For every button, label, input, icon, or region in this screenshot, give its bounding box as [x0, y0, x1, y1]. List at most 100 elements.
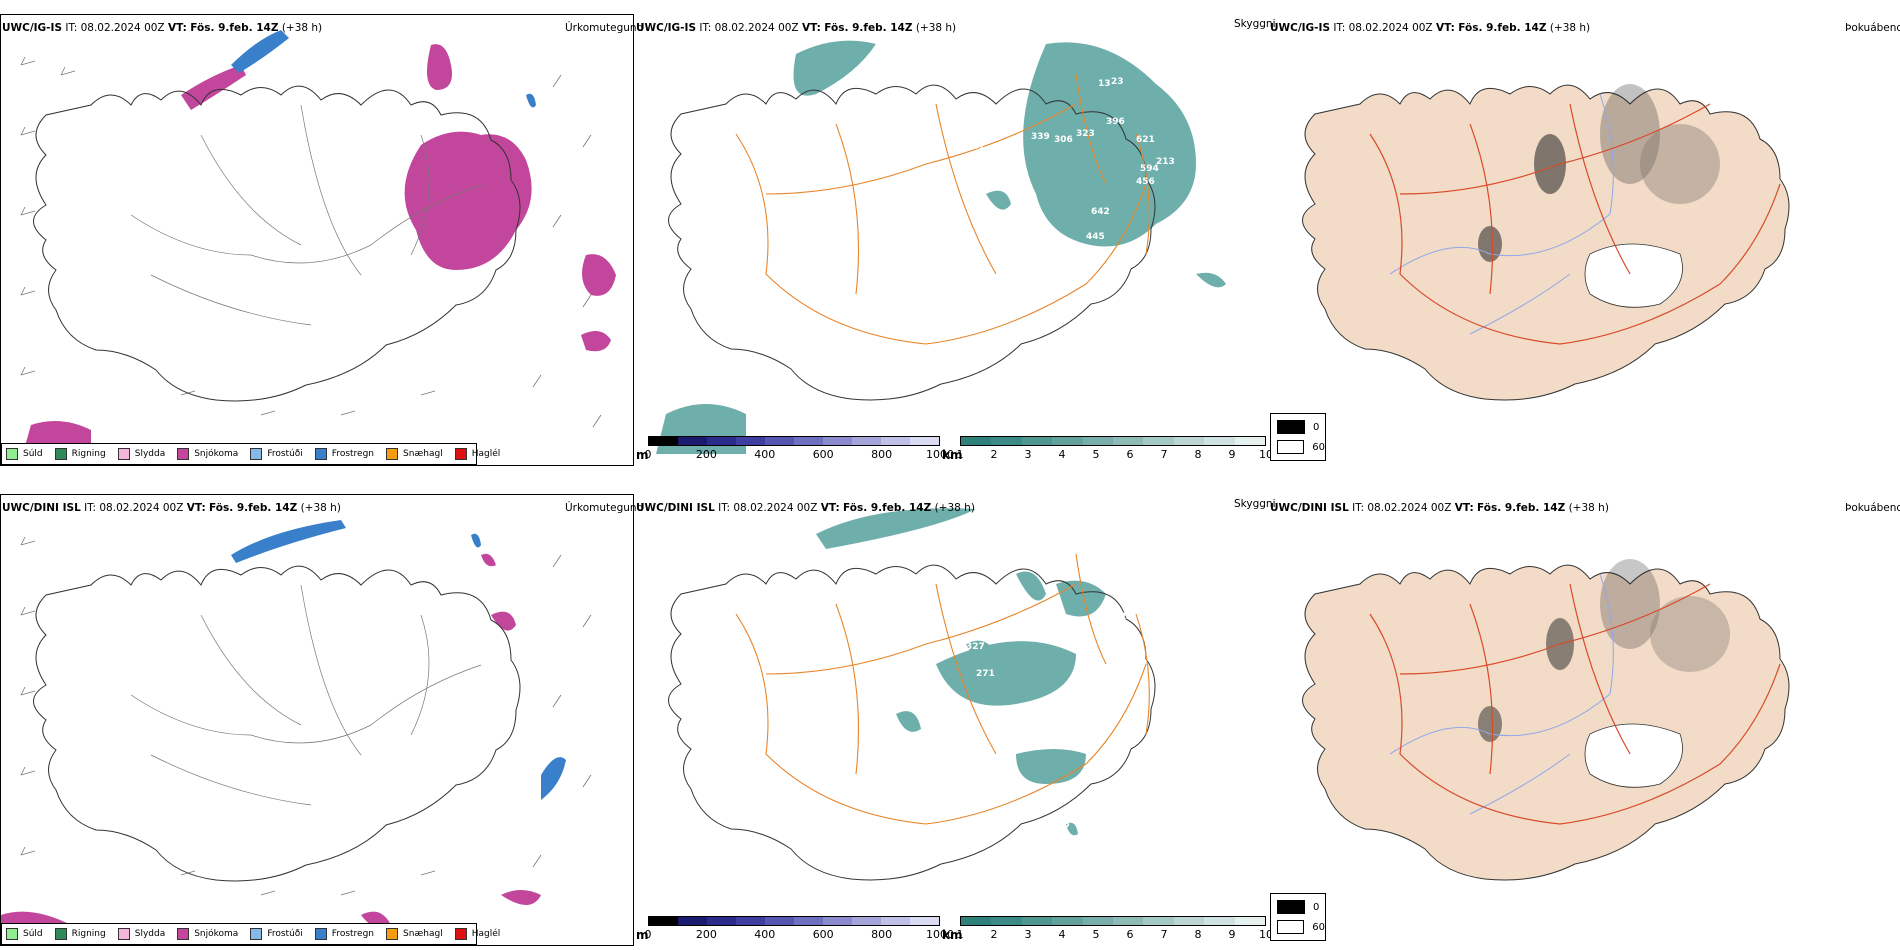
cloud-base-label: 120 — [1114, 612, 1133, 622]
road-lines — [735, 73, 1150, 345]
legend-swatch — [6, 928, 18, 940]
colorbar-swatch — [794, 917, 823, 925]
cloud-title-top: Skyggni — [1234, 18, 1276, 30]
precip-legend-item: Snæhagl — [386, 928, 443, 940]
colorbar-tick-label: 600 — [812, 448, 834, 461]
land-fill — [1302, 564, 1790, 881]
fog-map-bottom — [1302, 559, 1790, 881]
colorbar-tick-label: 8 — [1194, 928, 1202, 941]
colorbar-swatch — [678, 917, 707, 925]
colorbar-swatch — [1204, 917, 1235, 925]
colorbar-swatches — [648, 436, 940, 446]
iceland-outline — [668, 564, 1156, 881]
precip-type-panel-top: Súld Rigning Slydda Snjókoma Frostúði Frostre… — [0, 14, 634, 466]
fog-legend-label: 60 — [1312, 921, 1325, 933]
colorbar-swatch — [649, 917, 678, 925]
legend-label: Frostúði — [267, 929, 303, 939]
visibility-colorbar-bottom: 1 2 3 4 5 6 7 8 9 10 — [957, 916, 1273, 944]
fog-legend-swatch — [1277, 440, 1305, 454]
precip-type-title-bottom: Úrkomutegund — [565, 502, 644, 514]
legend-swatch — [6, 448, 18, 460]
colorbar-swatch — [852, 917, 881, 925]
legend-label: Slydda — [134, 449, 166, 459]
colorbar-tick-label: 4 — [1058, 448, 1066, 461]
precip-type-panel-bottom: Súld Rigning Slydda Snjókoma Frostúði Frostre… — [0, 494, 634, 946]
road-lines — [130, 584, 482, 806]
colorbar-swatch — [1052, 917, 1083, 925]
snow-precip-areas — [1, 553, 541, 945]
colorbar-tick-label: 200 — [695, 448, 717, 461]
legend-label: Súld — [23, 449, 43, 459]
cloud-base-label: 729 — [996, 77, 1015, 87]
colorbar-swatch — [881, 437, 910, 445]
precip-legend-item: Frostregn — [314, 448, 375, 460]
iceland-outline — [33, 85, 521, 402]
precip-legend-item: Snæhagl — [386, 448, 443, 460]
colorbar-swatch — [736, 917, 765, 925]
colorbar-tick-label: 200 — [695, 928, 717, 941]
colorbar-swatches — [960, 916, 1266, 926]
fog-shading — [1478, 84, 1720, 262]
road-lines — [735, 553, 1150, 825]
colorbar-tick-label: 4 — [1058, 928, 1066, 941]
fog-legend-top: 0 60 — [1270, 413, 1326, 461]
legend-label: Snjókoma — [194, 449, 239, 459]
colorbar-swatch — [765, 917, 794, 925]
cloud-base-label: 630 — [972, 102, 991, 112]
legend-swatch — [386, 448, 399, 460]
colorbar-tick-label: 2 — [990, 928, 998, 941]
colorbar-swatch — [991, 917, 1022, 925]
legend-label: Frostregn — [331, 449, 375, 459]
cloud-base-label: 621 — [1136, 135, 1155, 145]
cloud-base-label: 605 — [1096, 632, 1115, 642]
fog-map-top — [1302, 84, 1790, 401]
cloud-areas — [656, 40, 1226, 454]
header-fog-bottom: UWC/DINI ISL IT: 08.02.2024 00Z VT: Fös.… — [1270, 502, 1609, 514]
fog-legend-bottom: 0 60 — [1270, 893, 1326, 941]
colorbar-tick-label: 0 — [644, 448, 652, 461]
fog-legend-label: 60 — [1312, 441, 1325, 453]
cloud-base-label: 456 — [1136, 177, 1155, 187]
legend-label: Súld — [23, 929, 43, 939]
cloud-title-bottom: Skyggni — [1234, 498, 1276, 510]
freezing-rain-areas — [231, 520, 566, 800]
precip-type-title-top: Úrkomutegund — [565, 22, 644, 34]
colorbar-swatch — [1113, 437, 1144, 445]
legend-label: Snæhagl — [403, 929, 443, 939]
colorbar-swatch — [1021, 437, 1053, 445]
colorbar-tick-label: 1000 — [926, 448, 954, 461]
fog-legend-swatch — [1277, 420, 1305, 434]
glacier-white — [1584, 243, 1683, 308]
precip-legend-item: Haglél — [454, 448, 501, 460]
colorbar-swatch — [1173, 917, 1205, 925]
precip-legend-item: Snjókoma — [177, 448, 238, 460]
land-fill — [1302, 84, 1790, 401]
cloud-base-label: 23 — [1111, 77, 1124, 87]
colorbar-tick-label: 3 — [1024, 928, 1032, 941]
colorbar-swatch — [910, 437, 939, 445]
precip-map-bottom — [1, 520, 592, 945]
legend-label: Haglél — [471, 929, 501, 939]
colorbar-swatch — [823, 917, 852, 925]
colorbar-tick-label: 3 — [1024, 448, 1032, 461]
colorbar-swatch — [1082, 917, 1114, 925]
legend-swatch — [250, 928, 263, 940]
wind-barbs — [20, 56, 602, 428]
precip-legend-item: Haglél — [454, 928, 501, 940]
cloud-base-labels-bottom: 120 605 327 271 378 145 — [946, 612, 1133, 830]
colorbar-tick-label: 1000 — [926, 928, 954, 941]
colorbar-tick-label: 6 — [1126, 928, 1134, 941]
colorbar-tick-label: 800 — [871, 928, 893, 941]
legend-label: Haglél — [471, 449, 501, 459]
cloud-base-unit-top: m — [636, 448, 649, 462]
cloud-base-label: 651 — [966, 142, 985, 152]
visibility-unit-top: km — [942, 448, 963, 462]
cloud-base-colorbar-top: 0 200 400 600 800 1000 — [644, 436, 954, 464]
cloud-base-label: 604 — [992, 167, 1011, 177]
colorbar-swatch — [852, 437, 881, 445]
legend-swatch — [117, 928, 130, 940]
colorbar-tick-label: 9 — [1228, 928, 1236, 941]
fog-legend-row: 60 — [1277, 440, 1325, 454]
precip-legend: Súld Rigning Slydda Snjókoma Frostúði Frostre… — [1, 443, 500, 465]
